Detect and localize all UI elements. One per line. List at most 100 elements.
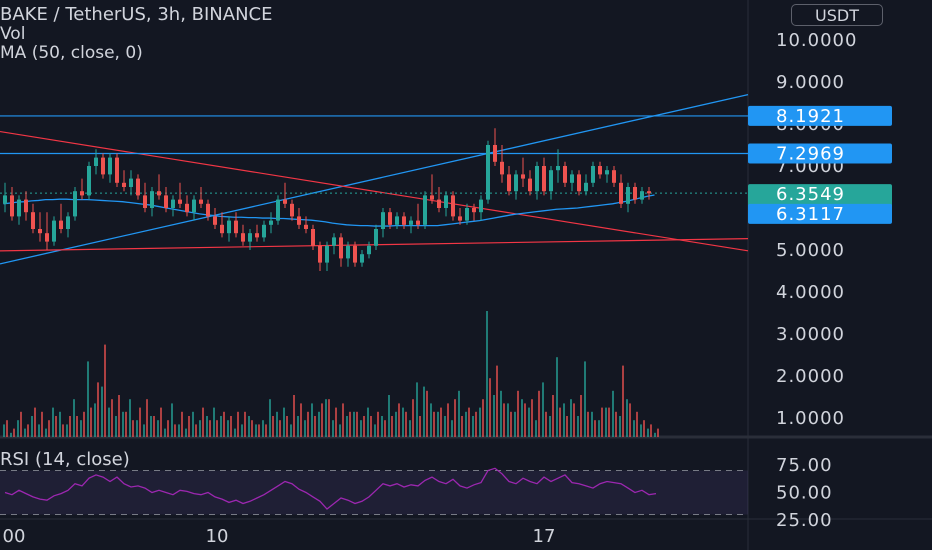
volume-bar [304,420,306,437]
volume-bar [370,416,372,437]
candle-body [430,195,434,200]
price-label-moving-average [748,203,892,224]
volume-bar [178,424,180,437]
candle-body [38,229,42,234]
candle-body [584,182,588,192]
volume-bar [206,416,208,437]
rsi-title: RSI (14, close) [0,449,130,470]
volume-bar [468,407,470,437]
candle-body [87,166,91,196]
candle-body [24,199,28,213]
candle-body [164,195,168,208]
volume-bar [45,428,47,437]
candle-body [283,199,287,204]
ascending-trendline [0,93,749,265]
volume-bar [108,407,110,437]
volume-bar [433,411,435,437]
volume-bar [605,407,607,437]
chart-title: BAKE / TetherUS, 3h, BINANCE [0,4,273,25]
volume-bar [125,411,127,437]
candle-body [73,191,77,217]
volume-bar [549,416,551,437]
volume-bar [612,390,614,437]
candle-body [458,216,462,221]
volume-bar [181,411,183,437]
price-label-horizontal-line [748,143,892,164]
volume-bar [24,428,26,437]
candle-body [45,233,49,242]
volume-bar [416,382,418,437]
volume-bar [129,399,131,437]
volume-bar [384,420,386,437]
candle-body [514,174,518,192]
candle-body [416,220,420,225]
candle-body [423,195,427,225]
descending-trendline [0,130,749,252]
volume-bar [531,399,533,437]
candle-body [332,237,336,246]
volume-bar [629,403,631,437]
volume-bar [615,411,617,437]
volume-bar [395,411,397,437]
volume-bar [353,411,355,437]
volume-bar [391,416,393,437]
volume-bar [41,411,43,437]
candle-body [388,212,392,225]
volume-bar [556,357,558,437]
volume-bar [171,403,173,437]
volume-bar [223,411,225,437]
candle-body [402,216,406,225]
volume-bar [647,428,649,437]
candle-body [143,195,147,208]
volume-bar [472,416,474,437]
rsi-line [4,467,657,510]
price-label-text: 6.3117 [776,204,845,225]
volume-bar [374,424,376,437]
candle-body [59,220,63,229]
candle-body [346,245,350,259]
volume-bar [510,411,512,437]
volume-bar [293,395,295,437]
currency-button[interactable]: USDT [791,4,883,26]
volume-bar [346,416,348,437]
y-tick-label: 4.0000 [776,282,845,303]
volume-bar [195,424,197,437]
volume-bar [55,416,57,437]
volume-bar [479,407,481,437]
volume-bar [363,416,365,437]
candle-body [444,195,448,208]
volume-bar [517,390,519,437]
volume-bar [636,411,638,437]
volume-bar [447,403,449,437]
candle-body [472,208,476,213]
volume-bar [535,420,537,437]
volume-bar [528,407,530,437]
volume-bar [69,416,71,437]
volume-bar [486,311,488,437]
volume-bar [283,407,285,437]
volume-bar [143,424,145,437]
volume-bar [339,424,341,437]
candle-body [192,199,196,213]
volume-bar [367,407,369,437]
candle-body [290,203,294,217]
volume-bar [258,424,260,437]
volume-bar [402,407,404,437]
candle-body [150,191,154,208]
volume-bar [451,420,453,437]
candle-body [486,145,490,200]
volume-bar [377,411,379,437]
volume-bar [405,411,407,437]
volume-bar [160,407,162,437]
candle-body [10,195,14,217]
candle-body [605,170,609,175]
candle-body [213,216,217,225]
volume-bar [209,420,211,437]
volume-bar [115,416,117,437]
volume-bar [164,428,166,437]
candle-body [241,233,245,242]
candle-body [220,224,224,234]
candle-body [395,216,399,225]
volume-bar [216,420,218,437]
candle-body [108,157,112,175]
